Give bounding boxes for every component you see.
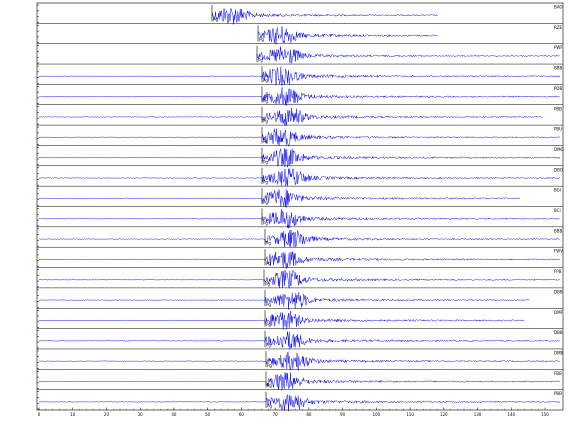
- waveform-trace: [38, 209, 560, 229]
- pick-label: Pg: [266, 302, 271, 307]
- waveform-trace: [38, 230, 560, 248]
- x-tick-label: 60: [239, 412, 245, 417]
- station-label: PBB: [554, 106, 562, 111]
- pick-label: Pg: [266, 241, 271, 246]
- x-tick-label: 130: [474, 412, 482, 417]
- pick-label: Pg: [263, 119, 268, 124]
- pick-label: Pg: [267, 404, 272, 409]
- x-tick-label: 20: [104, 412, 110, 417]
- waveform-trace: [257, 26, 438, 45]
- x-tick-label: 10: [70, 412, 76, 417]
- x-axis: 0 10 20 30 40 50 60 70 80 90 100 110 120 130 140 150: [38, 407, 549, 417]
- station-label: DBB: [554, 289, 563, 294]
- pick-label: Pg: [266, 322, 271, 327]
- x-tick-label: 30: [138, 412, 144, 417]
- station-label: DMF: [554, 310, 564, 315]
- waveform-trace: [38, 167, 560, 187]
- pick-label: Pg: [263, 180, 268, 185]
- x-tick-label: 140: [507, 412, 515, 417]
- pick-label: Pg: [263, 139, 268, 144]
- waveform-trace: [38, 351, 560, 371]
- trace-group: [37, 4, 563, 412]
- waveform-trace: [38, 128, 560, 147]
- waveform-trace: [211, 8, 438, 25]
- pick-label: Pg: [267, 363, 272, 368]
- waveform-trace: [38, 251, 560, 269]
- station-label: DMO: [554, 147, 564, 152]
- station-label: BAO: [554, 5, 563, 10]
- station-label: BGI: [554, 188, 561, 193]
- x-tick-label: 150: [541, 412, 549, 417]
- x-tick-label: 110: [406, 412, 414, 417]
- station-label: FWV: [554, 249, 563, 254]
- x-tick-label: 80: [306, 412, 312, 417]
- station-label: FPB: [554, 269, 562, 274]
- waveform-trace: [38, 189, 520, 208]
- pick-label: Pg: [266, 342, 271, 347]
- x-tick-label: 50: [205, 412, 211, 417]
- waveform-trace: [38, 87, 560, 106]
- waveform-trace: [38, 66, 561, 86]
- x-tick-label: 70: [273, 412, 279, 417]
- waveform-trace: [38, 108, 543, 126]
- pick-label: Pg: [263, 98, 268, 103]
- station-label: PBB: [554, 391, 562, 396]
- station-label: PBU: [554, 127, 562, 132]
- station-label: FBB: [554, 371, 562, 376]
- waveform-trace: [38, 372, 560, 391]
- waveform-trace: [38, 148, 561, 168]
- station-label: PDB: [554, 86, 562, 91]
- station-label: BBB: [554, 228, 562, 233]
- x-tick-label: 0: [38, 412, 41, 417]
- x-tick-label: 90: [340, 412, 346, 417]
- pick-label: Pg: [263, 200, 268, 205]
- waveform-trace: [38, 311, 525, 330]
- pick-label: Pg: [267, 383, 272, 388]
- waveform-trace: [38, 292, 530, 310]
- pick-label: Pg: [259, 37, 264, 42]
- pick-label: Pg: [263, 220, 268, 225]
- pick-label: Pg: [213, 17, 218, 22]
- waveform-trace: [38, 269, 560, 289]
- pick-label: Pg: [258, 58, 263, 63]
- waveform-trace: [38, 331, 560, 350]
- station-label-group: Pg BAO Pg RZE Pg PWF Pg BBB Pg PDB Pg PBB Pg PBU Pg DMO…: [213, 5, 564, 409]
- waveform-trace: [256, 46, 560, 64]
- station-label: DBO: [554, 167, 563, 172]
- pick-label: Pg: [266, 261, 271, 266]
- station-label: DMB: [554, 350, 564, 355]
- pick-label: Pg: [263, 159, 268, 164]
- station-label: DBB: [554, 330, 563, 335]
- waveform-trace: [38, 394, 561, 412]
- station-label: RZE: [554, 25, 563, 30]
- x-tick-label: 40: [171, 412, 177, 417]
- station-label: BBB: [554, 66, 562, 71]
- pick-label: Pg: [263, 78, 268, 83]
- station-label: BCI: [554, 208, 561, 213]
- pick-label: Pg: [265, 281, 270, 286]
- x-tick-label: 100: [373, 412, 381, 417]
- x-tick-label: 120: [440, 412, 448, 417]
- station-label: PWF: [554, 45, 563, 50]
